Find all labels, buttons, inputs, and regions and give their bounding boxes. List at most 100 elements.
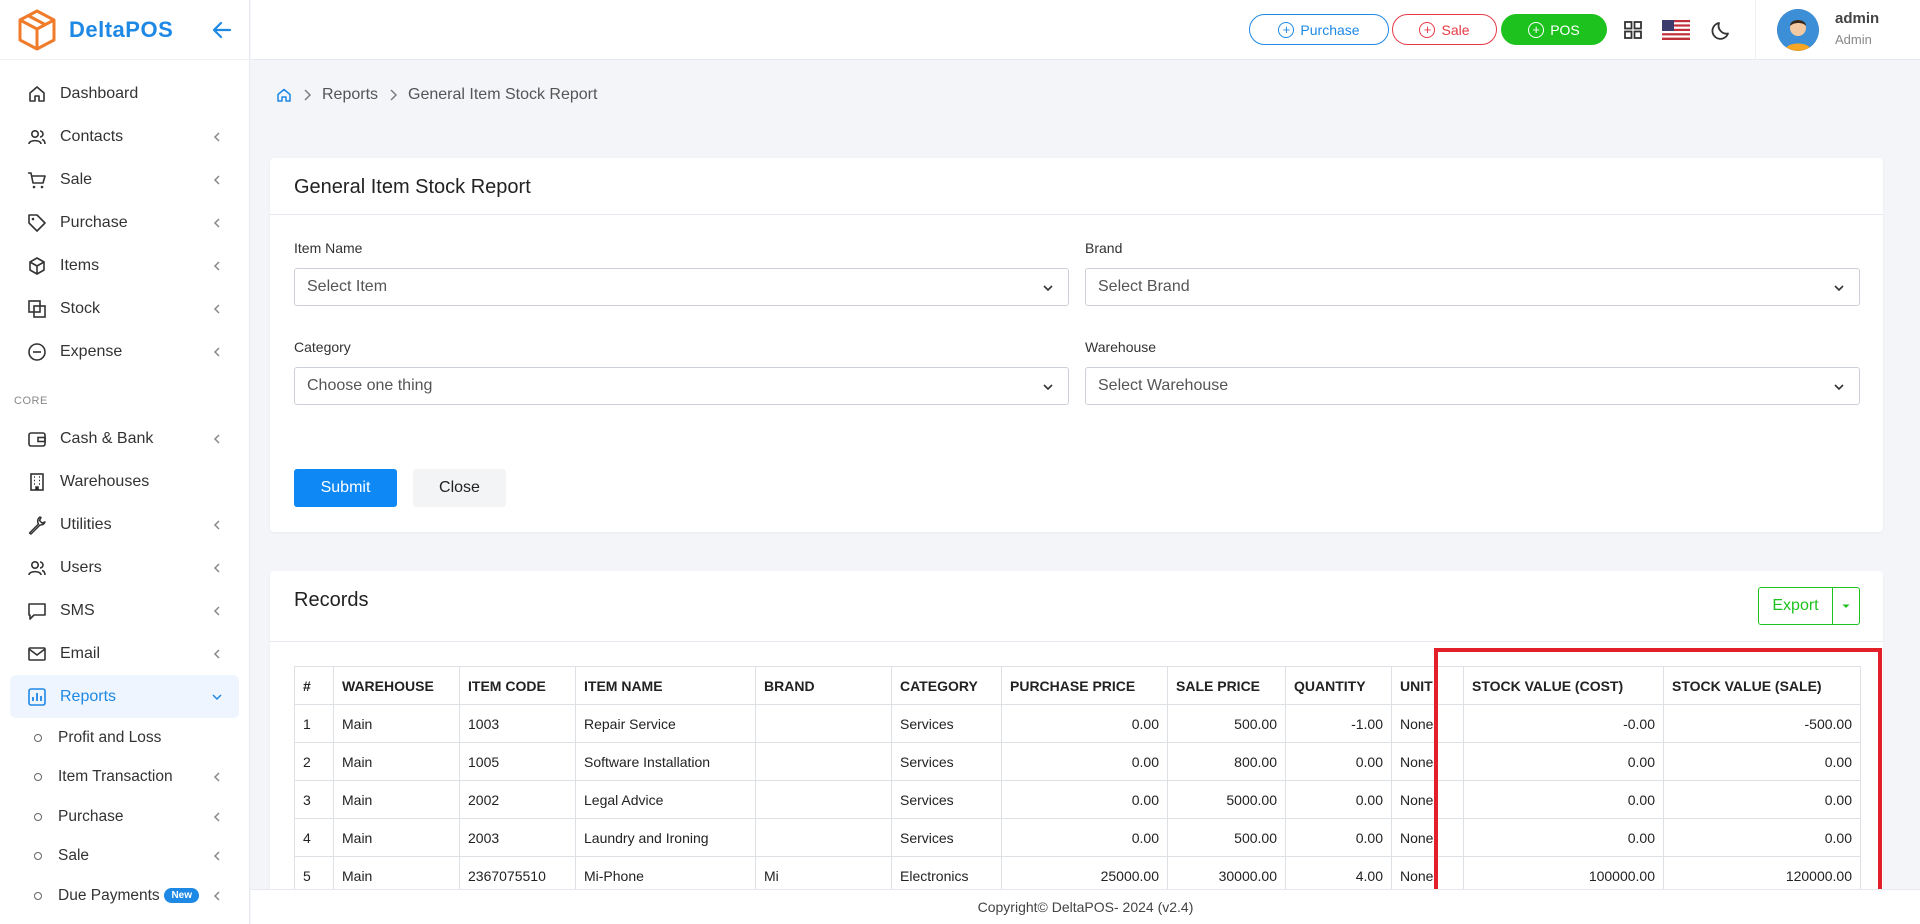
breadcrumb-reports[interactable]: Reports: [322, 86, 379, 103]
wrench-icon: [26, 514, 48, 536]
table-cell: [755, 742, 892, 781]
column-header[interactable]: #: [294, 666, 334, 705]
chevron-left-icon: [213, 772, 220, 782]
records-title: Records: [294, 589, 369, 611]
new-badge: New: [164, 888, 199, 904]
sidebar-item-contacts[interactable]: Contacts: [0, 115, 249, 158]
category-select[interactable]: Choose one thing: [294, 367, 1069, 405]
home-icon: [26, 83, 48, 105]
column-header[interactable]: STOCK VALUE (SALE): [1663, 666, 1861, 705]
column-header[interactable]: ITEM NAME: [575, 666, 756, 705]
pos-button[interactable]: + POS: [1501, 14, 1607, 45]
close-button[interactable]: Close: [413, 469, 506, 507]
table-cell: Electronics: [891, 856, 1002, 895]
sidebar-item-utilities[interactable]: Utilities: [0, 503, 249, 546]
export-dropdown-toggle[interactable]: [1833, 588, 1859, 624]
column-header[interactable]: PURCHASE PRICE: [1001, 666, 1168, 705]
table-cell: Main: [333, 704, 460, 743]
brand-placeholder: Select Brand: [1098, 278, 1190, 295]
chevron-left-icon: [213, 346, 220, 357]
sidebar-subitem-item-transaction[interactable]: Item Transaction: [0, 758, 249, 798]
sidebar-subitem-label: Due Payments: [58, 886, 160, 904]
sidebar-item-cash-bank[interactable]: Cash & Bank: [0, 417, 249, 460]
footer: Copyright© DeltaPOS- 2024 (v2.4): [251, 889, 1920, 924]
sidebar-item-email[interactable]: Email: [0, 632, 249, 675]
warehouse-label: Warehouse: [1085, 339, 1157, 355]
sidebar-item-warehouses[interactable]: Warehouses: [0, 460, 249, 503]
table-cell: None: [1391, 856, 1464, 895]
us-flag-icon[interactable]: [1662, 18, 1690, 42]
sidebar-item-sale[interactable]: Sale: [0, 158, 249, 201]
sidebar-item-stock[interactable]: Stock: [0, 287, 249, 330]
column-header[interactable]: STOCK VALUE (COST): [1463, 666, 1664, 705]
table-cell: 30000.00: [1167, 856, 1286, 895]
column-header[interactable]: WAREHOUSE: [333, 666, 460, 705]
breadcrumb-current: General Item Stock Report: [408, 86, 598, 103]
sidebar-subitem-purchase[interactable]: Purchase: [0, 797, 249, 837]
sidebar-item-label: Utilities: [60, 515, 112, 533]
sidebar-item-dashboard[interactable]: Dashboard: [0, 72, 249, 115]
sidebar-item-label: Purchase: [60, 213, 128, 231]
column-header[interactable]: UNIT: [1391, 666, 1464, 705]
sidebar-item-reports[interactable]: Reports: [10, 675, 239, 718]
chevron-left-icon: [213, 605, 220, 616]
warehouse-select[interactable]: Select Warehouse: [1085, 367, 1860, 405]
table-row[interactable]: 3 Main 2002 Legal Advice Services 0.00 5000.00…: [294, 780, 1861, 819]
sidebar-item-sms[interactable]: SMS: [0, 589, 249, 632]
brand-select[interactable]: Select Brand: [1085, 268, 1860, 306]
column-header[interactable]: BRAND: [755, 666, 892, 705]
purchase-button-label: Purchase: [1300, 21, 1360, 38]
sidebar-subitem-due-payments[interactable]: Due Payments New: [0, 876, 249, 916]
column-header[interactable]: QUANTITY: [1285, 666, 1392, 705]
sidebar-item-purchase[interactable]: Purchase: [0, 201, 249, 244]
item-name-select[interactable]: Select Item: [294, 268, 1069, 306]
table-cell: Services: [891, 704, 1002, 743]
column-header[interactable]: CATEGORY: [891, 666, 1002, 705]
sale-button[interactable]: + Sale: [1392, 14, 1497, 45]
pos-button-label: POS: [1550, 21, 1580, 38]
table-cell: 0.00: [1001, 780, 1168, 819]
home-icon[interactable]: [276, 87, 292, 103]
user-name: admin: [1835, 10, 1880, 27]
sidebar-item-expense[interactable]: Expense: [0, 330, 249, 373]
sidebar-item-items[interactable]: Items: [0, 244, 249, 287]
table-head: # WAREHOUSE ITEM CODE ITEM NAME BRAND CATEGOR…: [294, 666, 1861, 705]
circle-bullet-icon: [34, 891, 42, 900]
sidebar-item-label: Expense: [60, 342, 123, 360]
avatar[interactable]: [1777, 9, 1819, 51]
moon-icon[interactable]: [1710, 18, 1734, 42]
sidebar-subitem-profit-loss[interactable]: Profit and Loss: [0, 718, 249, 758]
table-row[interactable]: 1 Main 1003 Repair Service Services 0.00 500.0…: [294, 704, 1861, 743]
table-cell: None: [1391, 780, 1464, 819]
purchase-button[interactable]: + Purchase: [1249, 14, 1389, 45]
chart-icon: [26, 686, 48, 708]
column-header[interactable]: ITEM CODE: [459, 666, 576, 705]
records-table: # WAREHOUSE ITEM CODE ITEM NAME BRAND CATEGOR…: [294, 666, 1861, 895]
table-cell: 0.00: [1285, 818, 1392, 857]
table-cell: 0.00: [1663, 780, 1861, 819]
table-cell: 120000.00: [1663, 856, 1861, 895]
table-row[interactable]: 5 Main 2367075510 Mi-Phone Mi Electronics 2500…: [294, 856, 1861, 895]
column-header[interactable]: SALE PRICE: [1167, 666, 1286, 705]
table-row[interactable]: 4 Main 2003 Laundry and Ironing Services 0.00…: [294, 818, 1861, 857]
sale-button-label: Sale: [1441, 21, 1470, 38]
brand-name: DeltaPOS: [69, 16, 174, 42]
table-cell: None: [1391, 742, 1464, 781]
chevron-left-icon: [213, 519, 220, 530]
sidebar-item-label: Stock: [60, 299, 101, 317]
sidebar-item-label: Cash & Bank: [60, 429, 154, 447]
category-label: Category: [294, 339, 351, 355]
sidebar-subitem-sale[interactable]: Sale: [0, 837, 249, 877]
wallet-icon: [26, 428, 48, 450]
export-button[interactable]: Export: [1759, 588, 1833, 624]
table-cell: [755, 704, 892, 743]
submit-button[interactable]: Submit: [294, 469, 397, 507]
table-row[interactable]: 2 Main 1005 Software Installation Services 0.…: [294, 742, 1861, 781]
sidebar-item-users[interactable]: Users: [0, 546, 249, 589]
grid-icon[interactable]: [1621, 18, 1645, 42]
chevron-right-icon: [304, 89, 311, 101]
arrow-left-icon[interactable]: [211, 19, 233, 41]
stock-icon: [26, 298, 48, 320]
table-cell: 2: [294, 742, 334, 781]
table-cell: 500.00: [1167, 818, 1286, 857]
